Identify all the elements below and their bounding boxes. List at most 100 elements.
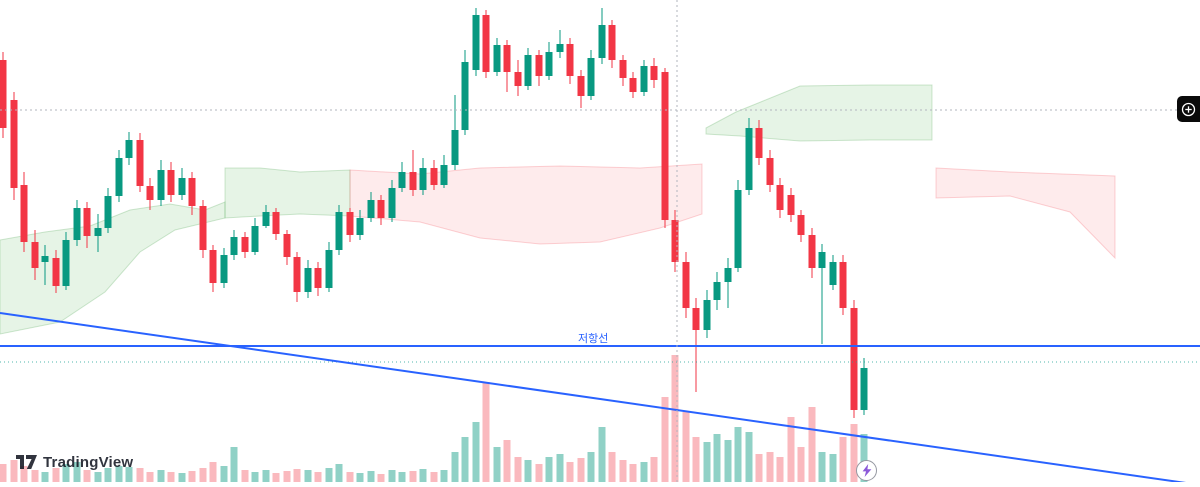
volume-bar: [619, 460, 627, 482]
volume-bar: [671, 355, 679, 482]
candle-down: [629, 78, 637, 92]
candle-down: [692, 308, 700, 330]
candle-down: [293, 257, 301, 292]
candle-up: [157, 170, 165, 200]
volume-bar: [293, 469, 301, 482]
candle-down: [209, 250, 217, 283]
candle-down: [199, 206, 207, 250]
volume-bar: [346, 472, 354, 482]
circle-plus-icon: [1181, 102, 1196, 117]
candle-up: [493, 45, 501, 72]
volume-bar: [787, 417, 795, 482]
volume-bar: [514, 457, 522, 482]
volume-bar: [703, 442, 711, 482]
candle-down: [430, 168, 438, 185]
volume-bar: [608, 452, 616, 482]
volume-bar: [650, 457, 658, 482]
candle-up: [94, 228, 102, 236]
candle-up: [178, 178, 186, 195]
volume-bar: [188, 471, 196, 482]
volume-bar: [230, 447, 238, 482]
candle-up: [73, 208, 81, 240]
candle-up: [745, 128, 753, 190]
volume-bar: [314, 472, 322, 482]
candle-up: [356, 218, 364, 235]
candle-down: [797, 215, 805, 235]
candle-down: [377, 200, 385, 218]
candle-down: [787, 195, 795, 215]
candle-down: [619, 60, 627, 78]
candle-up: [41, 256, 49, 262]
candle-up: [472, 15, 480, 70]
volume-bar: [157, 470, 165, 482]
volume-bar: [104, 468, 112, 482]
candle-down: [671, 220, 679, 262]
volume-bar: [440, 470, 448, 482]
volume-bar: [535, 464, 543, 482]
volume-bar: [545, 457, 553, 482]
volume-bars: [0, 355, 868, 482]
volume-bar: [241, 470, 249, 482]
candle-down: [136, 140, 144, 186]
candle-down: [766, 158, 774, 185]
volume-bar: [272, 473, 280, 482]
candles: [0, 8, 868, 418]
volume-bar: [430, 472, 438, 482]
candle-down: [283, 234, 291, 257]
volume-bar: [167, 472, 175, 482]
tradingview-logo-icon: [16, 455, 37, 469]
volume-bar: [398, 472, 406, 482]
volume-bar: [10, 460, 18, 482]
volume-bar: [556, 454, 564, 482]
candle-up: [524, 55, 532, 86]
candle-down: [808, 235, 816, 268]
volume-bar: [31, 470, 39, 482]
volume-bar: [745, 432, 753, 482]
volume-bar: [829, 454, 837, 482]
volume-bar: [0, 464, 7, 482]
candle-up: [115, 158, 123, 196]
volume-bar: [472, 422, 480, 482]
candle-up: [325, 250, 333, 288]
volume-bar: [682, 412, 690, 482]
candle-down: [776, 185, 784, 210]
candle-down: [661, 72, 669, 220]
candle-down: [566, 44, 574, 76]
volume-bar: [356, 473, 364, 482]
candle-up: [304, 268, 312, 292]
resistance-line-label[interactable]: 저항선: [576, 333, 611, 345]
candle-up: [104, 196, 112, 228]
volume-bar: [262, 470, 270, 482]
volume-bar: [734, 427, 742, 482]
candle-down: [839, 262, 847, 308]
volume-bar: [335, 464, 343, 482]
candle-down: [850, 308, 858, 410]
candle-up: [703, 300, 711, 330]
volume-bar: [409, 471, 417, 482]
candle-down: [52, 258, 60, 286]
volume-bar: [136, 468, 144, 482]
candle-down: [20, 185, 28, 242]
candle-up: [367, 200, 375, 218]
volume-bar: [419, 469, 427, 482]
flash-button[interactable]: [856, 460, 877, 481]
candle-up: [818, 252, 826, 268]
lightning-bolt-icon: [862, 464, 872, 477]
volume-bar: [566, 462, 574, 482]
volume-bar: [587, 452, 595, 482]
candle-up: [860, 368, 868, 410]
descending-trendline[interactable]: [0, 312, 1200, 486]
candle-up: [451, 130, 459, 165]
candle-up: [461, 62, 469, 130]
volume-bar: [797, 447, 805, 482]
volume-bar: [766, 452, 774, 482]
volume-bar: [860, 434, 868, 482]
volume-bar: [377, 474, 385, 482]
crosshair-plus-button[interactable]: [1177, 96, 1200, 122]
volume-bar: [818, 452, 826, 482]
volume-bar: [73, 462, 81, 482]
candle-up: [251, 226, 259, 252]
tradingview-logo[interactable]: TradingView: [16, 452, 133, 472]
